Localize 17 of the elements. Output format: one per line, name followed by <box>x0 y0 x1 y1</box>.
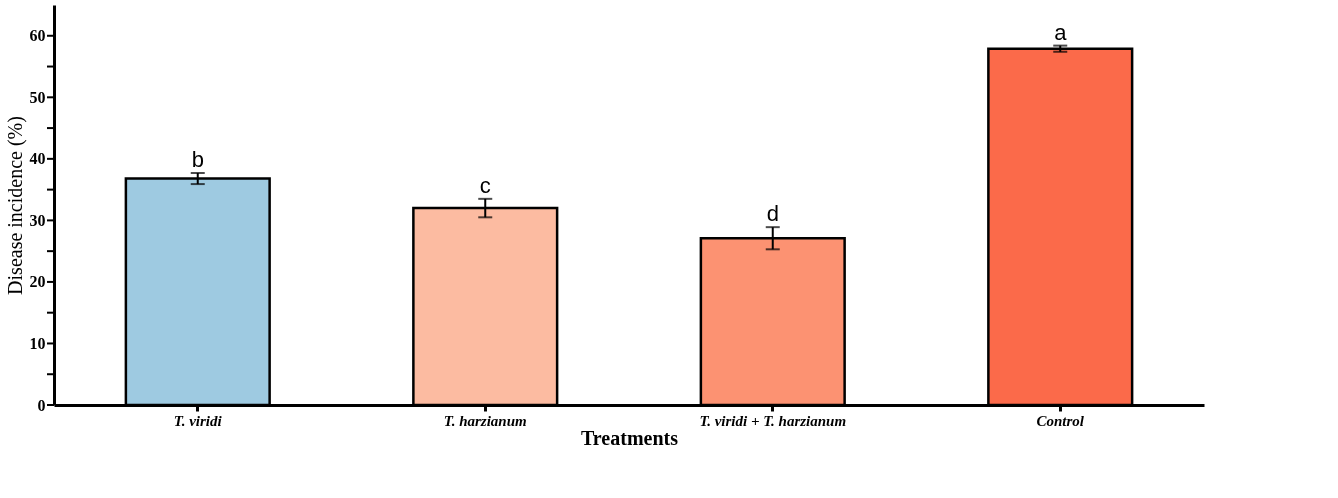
y-tick-label: 20 <box>29 273 46 291</box>
y-axis-title: Disease incidence (%) <box>3 116 27 295</box>
annotation: b <box>191 147 204 172</box>
y-tick-label: 50 <box>29 88 46 106</box>
y-tick-label: 40 <box>29 150 46 168</box>
x-axis-title: Treatments <box>580 426 679 449</box>
annotation: d <box>766 201 779 227</box>
y-tick-label: 0 <box>37 396 46 414</box>
x-tick-label: T. viridi + T. harzianum <box>699 412 847 429</box>
y-tick-label: 30 <box>29 211 46 229</box>
y-tick-label: 60 <box>29 27 46 45</box>
annotation: a <box>1054 19 1068 45</box>
y-tick-label: 10 <box>29 334 46 352</box>
x-tick-label: T. harzianum <box>443 412 527 429</box>
x-tick-label: T. viridi <box>173 412 223 429</box>
x-tick-label: Control <box>1036 412 1085 429</box>
annotation: c <box>479 172 491 198</box>
